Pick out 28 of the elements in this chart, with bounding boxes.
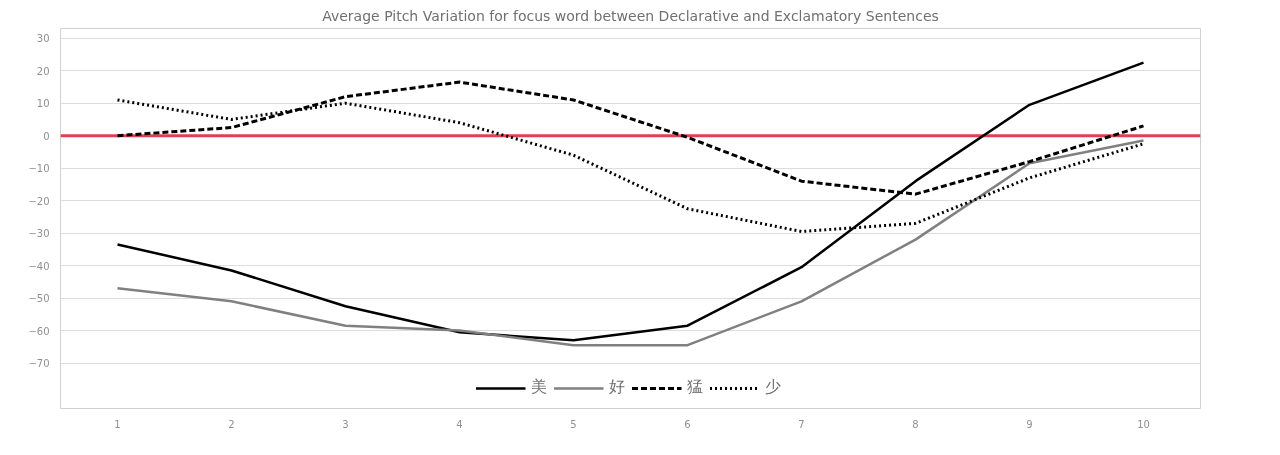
line-series bbox=[116, 61, 1145, 342]
x-tick-label: 7 bbox=[798, 418, 805, 430]
x-tick-label: 6 bbox=[684, 418, 691, 430]
legend-label: 猛 bbox=[686, 377, 704, 397]
y-tick-label: 10 bbox=[36, 98, 50, 110]
y-tick-label: 30 bbox=[36, 33, 50, 45]
legend-label: 少 bbox=[764, 377, 782, 397]
line-series bbox=[116, 139, 1145, 347]
y-tick-label: −10 bbox=[28, 163, 50, 175]
x-tick-label: 1 bbox=[114, 418, 121, 430]
x-tick-label: 3 bbox=[342, 418, 349, 430]
legend-label: 好 bbox=[608, 377, 626, 397]
y-tick-label: −30 bbox=[28, 228, 50, 240]
chart-title: Average Pitch Variation for focus word between Declarative and Exclamatory Sentences bbox=[322, 7, 939, 24]
y-tick-label: −40 bbox=[28, 260, 50, 272]
y-tick-label: −20 bbox=[28, 195, 50, 207]
x-tick-label: 5 bbox=[570, 418, 577, 430]
y-tick-label: 0 bbox=[43, 130, 50, 142]
x-tick-label: 2 bbox=[228, 418, 235, 430]
x-tick-label: 10 bbox=[1137, 418, 1150, 430]
y-tick-label: −70 bbox=[28, 358, 50, 370]
y-tick-label: −50 bbox=[28, 293, 50, 305]
x-tick-label: 8 bbox=[912, 418, 919, 430]
legend-label: 美 bbox=[530, 377, 548, 397]
x-tick-label: 4 bbox=[456, 418, 463, 430]
y-tick-label: −60 bbox=[28, 325, 50, 337]
x-tick-label: 9 bbox=[1026, 418, 1033, 430]
y-tick-label: 20 bbox=[36, 65, 50, 77]
